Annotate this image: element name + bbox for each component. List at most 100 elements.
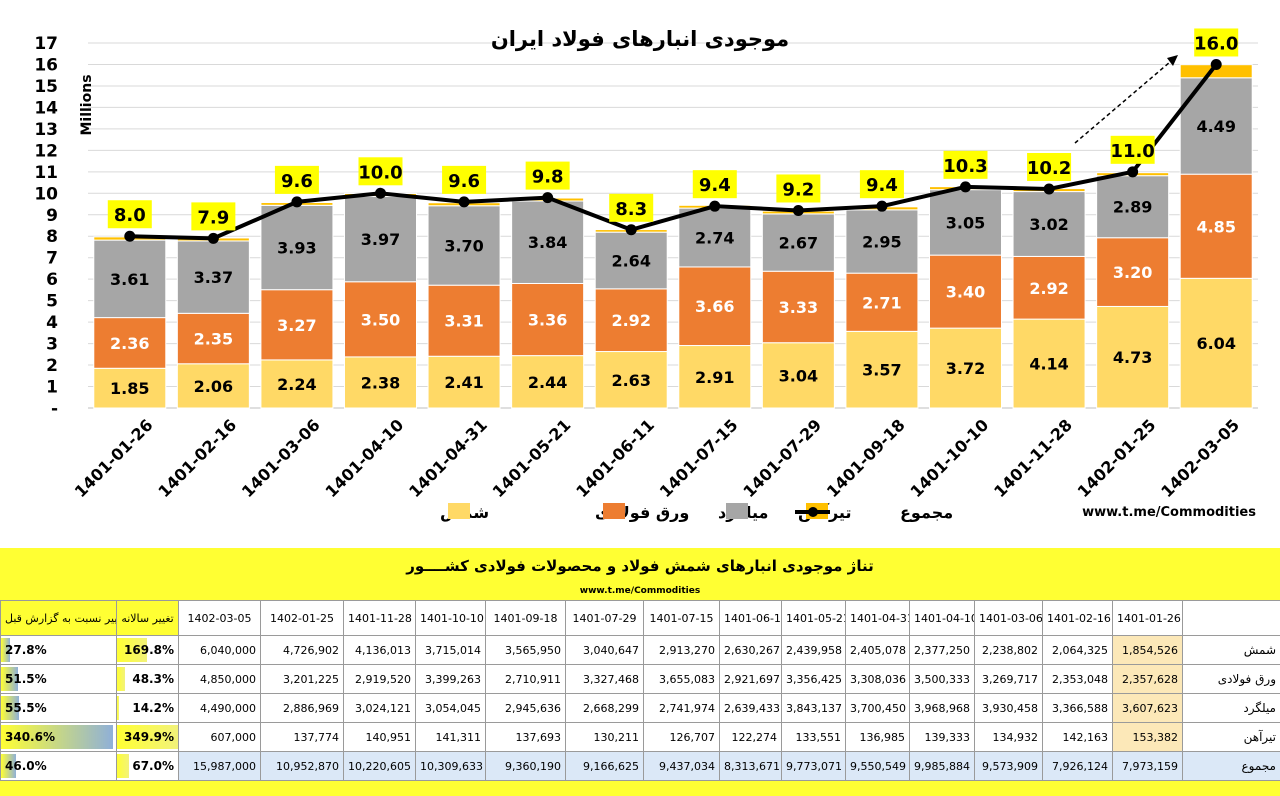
bar-value-label: 2.91 — [695, 368, 734, 387]
bar-value-label: 2.63 — [611, 371, 650, 390]
y-tick-label: 5 — [46, 292, 58, 312]
table-title: تناژ موجودی انبارهای شمش فولاد و محصولات… — [406, 557, 874, 575]
yoy-data-bar — [117, 667, 126, 691]
bar-segment — [260, 204, 334, 291]
yoy-value: 67.0% — [132, 759, 174, 773]
bar-value-label: 2.38 — [361, 373, 400, 392]
table-value-cell: 15,987,000 — [178, 751, 261, 781]
total-label-box — [776, 174, 821, 203]
bar-value-label: 2.06 — [194, 377, 233, 396]
total-label-box — [859, 170, 904, 199]
table-value-cell: 3,356,425 — [781, 664, 846, 694]
bar-segment — [260, 289, 334, 361]
x-tick-label: 1402-01-25 — [1074, 415, 1160, 501]
bar-segment — [1012, 191, 1086, 257]
total-point — [960, 181, 971, 193]
table-value-cell: 3,269,717 — [974, 664, 1043, 694]
table-value-cell: 3,040,647 — [565, 635, 644, 665]
bar-segment — [511, 355, 585, 409]
bar-segment — [176, 312, 250, 365]
table-value-cell: 2,630,267 — [719, 635, 782, 665]
table-value-cell: 7,973,159 — [1112, 751, 1183, 781]
total-label: 9.4 — [866, 175, 898, 196]
total-label-box — [692, 170, 737, 199]
bar-segment — [678, 345, 752, 409]
yoy-cell: 67.0% — [116, 751, 179, 781]
bar-value-label: 4.49 — [1196, 117, 1235, 136]
total-label: 9.2 — [782, 179, 814, 200]
y-tick-label: 6 — [46, 270, 58, 290]
chart-title: موجودی انبارهای فولاد ایران — [491, 27, 789, 51]
row-label: مجموع — [1182, 751, 1280, 781]
y-tick-label: 15 — [34, 77, 58, 97]
bar-segment — [93, 317, 167, 369]
bar-value-label: 2.24 — [277, 375, 316, 394]
change-value: 46.0% — [5, 759, 47, 773]
bar-segment — [929, 327, 1002, 409]
bar-segment — [427, 284, 501, 357]
total-label-box — [107, 200, 152, 229]
total-point — [124, 230, 136, 242]
table-row: 27.8% 169.8% 6,040,000 4,726,902 4,136,013 3,… — [0, 635, 1280, 665]
date-header: 1401-10-10 — [415, 600, 486, 636]
x-tick-label: 1401-04-31 — [405, 415, 491, 501]
bar-segment — [1096, 305, 1170, 409]
bar-segment — [344, 196, 417, 283]
yoy-cell: 349.9% — [116, 722, 179, 752]
label-header — [1182, 600, 1280, 636]
table-value-cell: 3,715,014 — [415, 635, 486, 665]
change-value: 55.5% — [5, 701, 47, 715]
x-tick-label: 1401-10-10 — [907, 415, 993, 501]
watermark-url: www.t.me/Commodities — [1082, 505, 1256, 520]
table-value-cell: 2,945,636 — [485, 693, 566, 723]
table-value-cell: 2,921,697 — [719, 664, 782, 694]
table-value-cell: 3,655,083 — [643, 664, 720, 694]
bar-segment — [761, 213, 835, 272]
trend-arrow-head — [1167, 55, 1178, 66]
total-label-box — [943, 150, 988, 179]
table-value-cell: 7,926,124 — [1042, 751, 1113, 781]
table-value-cell: 2,357,628 — [1112, 664, 1183, 694]
total-label: 8.0 — [114, 205, 146, 226]
yoy-value: 48.3% — [132, 672, 174, 686]
change-value: 51.5% — [5, 672, 47, 686]
total-point — [291, 196, 303, 208]
bar-segment — [678, 207, 752, 268]
y-tick-label: 10 — [34, 184, 58, 204]
table-value-cell: 2,064,325 — [1042, 635, 1113, 665]
date-header: 1402-03-05 — [178, 600, 261, 636]
total-label: 8.3 — [615, 199, 647, 220]
bar-value-label: 1.85 — [110, 379, 149, 398]
bar-value-label: 3.66 — [695, 297, 734, 316]
date-header: 1401-02-16 — [1042, 600, 1113, 636]
table-value-cell: 3,201,225 — [260, 664, 344, 694]
bar-value-label: 3.50 — [361, 310, 400, 329]
total-point — [876, 200, 888, 212]
table-value-cell: 2,639,433 — [719, 693, 782, 723]
yoy-cell: 48.3% — [116, 664, 179, 694]
bar-value-label: 3.33 — [779, 298, 818, 317]
y-tick-label: 17 — [34, 34, 58, 54]
total-label-box — [191, 202, 236, 231]
inventory-table-panel: تناژ موجودی انبارهای شمش فولاد و محصولات… — [0, 548, 1280, 796]
table-value-cell: 2,913,270 — [643, 635, 720, 665]
bar-segment — [594, 351, 668, 409]
table-value-cell: 3,968,968 — [909, 693, 975, 723]
table-value-cell: 2,405,078 — [845, 635, 910, 665]
change-header: تغییر نسبت به گزارش قبل — [0, 600, 117, 636]
total-label: 9.6 — [281, 171, 313, 192]
date-header: 1401-11-28 — [343, 600, 416, 636]
table-value-cell: 2,919,520 — [343, 664, 416, 694]
bar-value-label: 2.44 — [528, 373, 567, 392]
bar-value-label: 2.71 — [862, 293, 901, 312]
change-data-bar — [1, 754, 17, 778]
table-value-cell: 9,773,071 — [781, 751, 846, 781]
table-value-cell: 3,024,121 — [343, 693, 416, 723]
total-point — [709, 200, 721, 212]
y-tick-label: 13 — [34, 120, 58, 140]
table-value-cell: 3,399,263 — [415, 664, 486, 694]
table-value-cell: 4,136,013 — [343, 635, 416, 665]
total-point — [207, 232, 219, 244]
date-header: 1401-06-11 — [719, 600, 782, 636]
row-label: شمش — [1182, 635, 1280, 665]
